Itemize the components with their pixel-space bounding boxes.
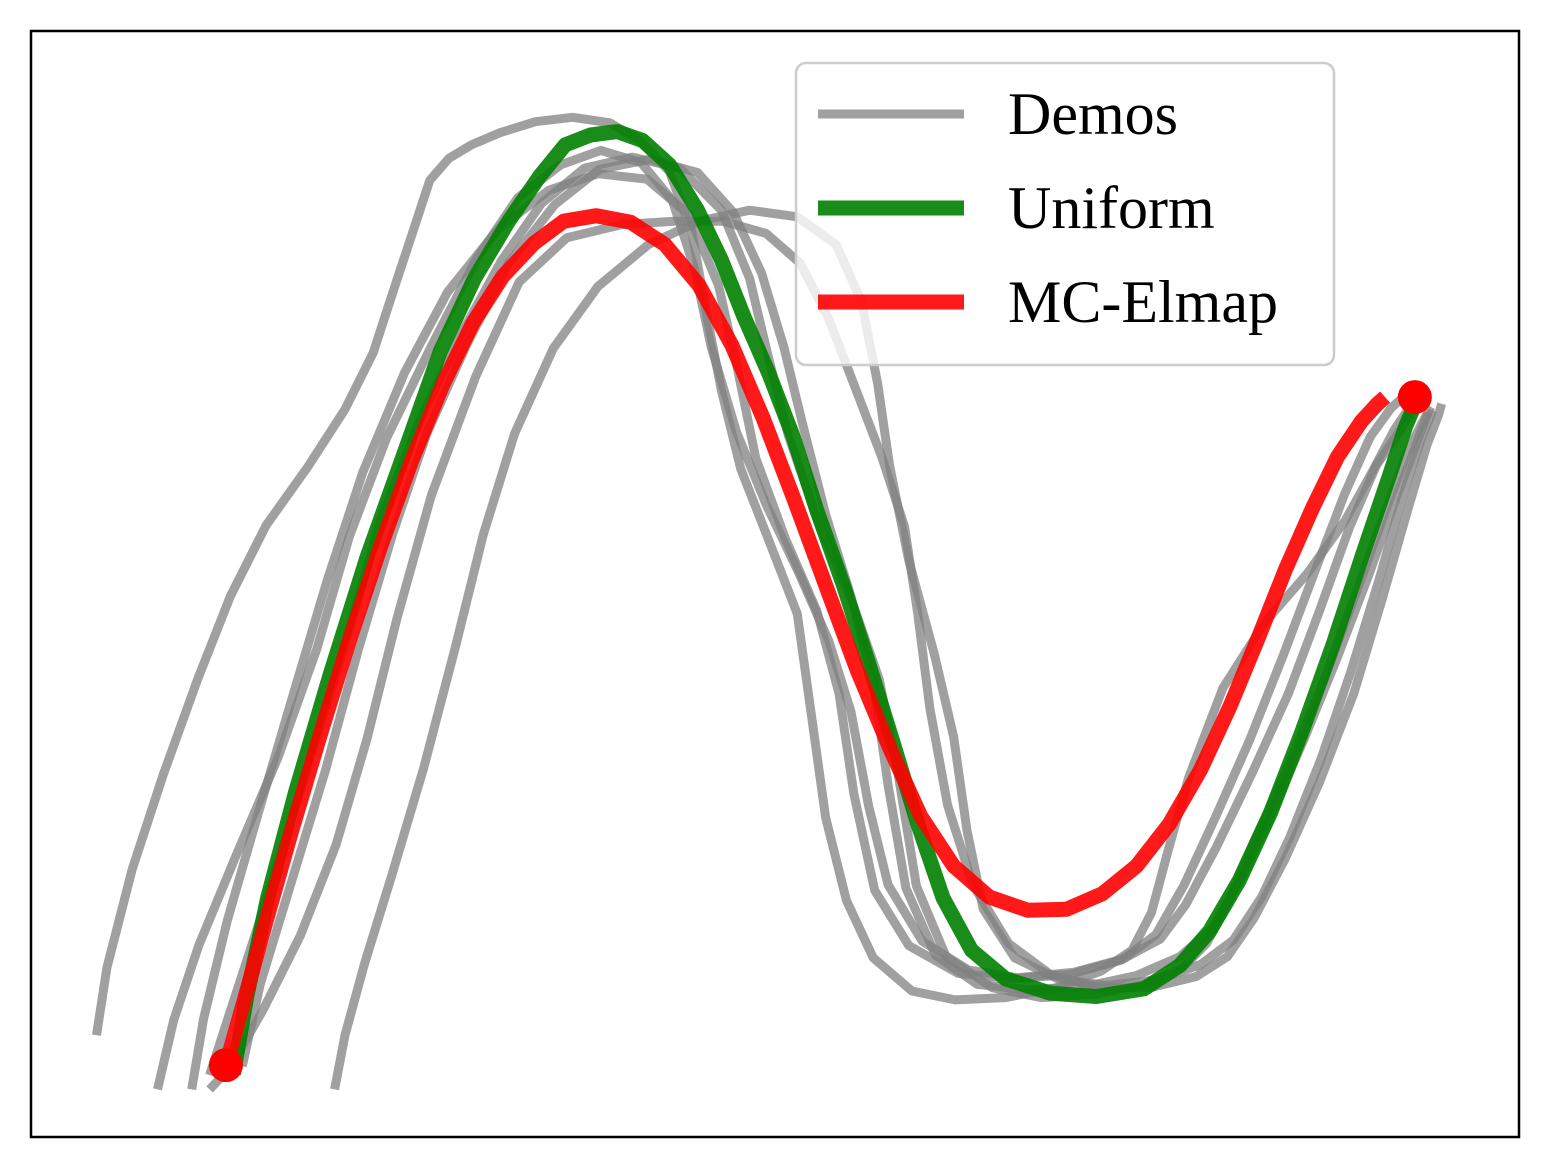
uniform-line <box>226 124 1422 1076</box>
legend-box <box>794 61 1336 367</box>
start-point-marker <box>208 1048 243 1083</box>
endpoint-markers <box>208 380 1432 1083</box>
demo-line-6 <box>187 169 1408 1091</box>
plot-frame <box>29 29 1521 1139</box>
legend-label-uniform: Uniform <box>1008 175 1215 241</box>
legend: Demos Uniform MC-Elmap <box>794 61 1336 367</box>
mc-elmap-line <box>218 208 1391 1068</box>
series-lines <box>92 112 1446 1093</box>
demo-line-7 <box>330 205 1437 1091</box>
demo-line-1 <box>92 112 1420 1036</box>
end-point-marker <box>1397 380 1432 415</box>
legend-label-mc-elmap: MC-Elmap <box>1008 269 1278 335</box>
legend-label-demos: Demos <box>1008 81 1178 147</box>
